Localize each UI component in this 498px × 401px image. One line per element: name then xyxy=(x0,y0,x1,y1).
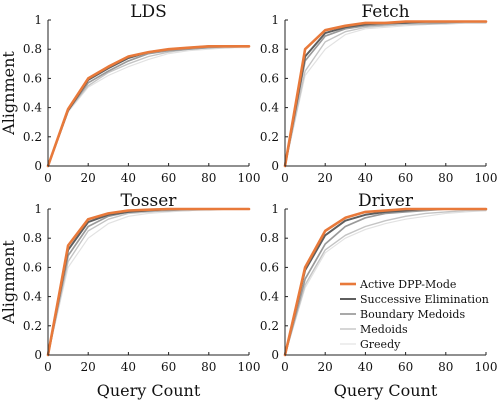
y-tick-label: 0 xyxy=(34,159,42,173)
panel-title: Driver xyxy=(358,191,414,211)
x-tick-label: 20 xyxy=(318,360,333,374)
x-tick-label: 0 xyxy=(281,171,289,185)
legend-item-medoids: Medoids xyxy=(340,323,408,336)
y-axis-label: Alignment xyxy=(0,51,18,136)
x-tick-label: 0 xyxy=(44,171,52,185)
series-line-greedy xyxy=(284,22,487,167)
x-tick-label: 20 xyxy=(81,360,96,374)
x-tick-label: 60 xyxy=(398,171,413,185)
y-tick-label: 1 xyxy=(271,202,279,216)
y-tick-label: 0.6 xyxy=(260,71,279,85)
x-tick-label: 100 xyxy=(475,360,498,374)
y-tick-label: 0.8 xyxy=(260,42,279,56)
series-line-greedy xyxy=(47,47,250,167)
y-tick-label: 0.4 xyxy=(260,290,279,304)
x-tick-label: 100 xyxy=(238,360,261,374)
x-tick-label: 0 xyxy=(44,360,52,374)
x-tick-label: 100 xyxy=(475,171,498,185)
x-tick-label: 40 xyxy=(121,360,136,374)
y-tick-label: 0.4 xyxy=(23,101,42,115)
x-tick-label: 60 xyxy=(161,360,176,374)
x-tick-label: 100 xyxy=(238,171,261,185)
series-line-greedy xyxy=(284,209,487,356)
y-axis-label: Alignment xyxy=(0,240,18,325)
legend-label: Medoids xyxy=(360,323,408,336)
panel-lds: 0 20 40 60 80 100 0 0.2 0.4 0.6 0.8 1 LDS Alignment xyxy=(0,2,260,185)
y-tick-label: 0.2 xyxy=(260,130,279,144)
series-line-boundary-medoids xyxy=(47,45,250,167)
y-tick-label: 0.8 xyxy=(23,231,42,245)
x-tick-label: 80 xyxy=(438,360,453,374)
y-tick-label: 0.8 xyxy=(23,42,42,56)
legend-label: Successive Elimination xyxy=(360,293,489,306)
y-tick-label: 0 xyxy=(34,348,42,362)
series-line-successive-elimination xyxy=(47,45,250,167)
series-line-active-dpp-mode xyxy=(46,207,251,357)
x-tick-label: 40 xyxy=(358,171,373,185)
panel-title: LDS xyxy=(130,2,167,22)
y-tick-label: 1 xyxy=(34,202,42,216)
y-tick-label: 0.2 xyxy=(23,130,42,144)
panel-title: Tosser xyxy=(121,191,178,211)
x-tick-label: 0 xyxy=(281,360,289,374)
y-tick-label: 0.4 xyxy=(260,101,279,115)
panel-fetch: 0 20 40 60 80 100 0 0.2 0.4 0.6 0.8 1 Fetch xyxy=(260,2,498,185)
panel-title: Fetch xyxy=(361,2,409,22)
x-axis-label: Query Count xyxy=(334,381,438,400)
series-line-active-dpp-mode xyxy=(46,44,251,168)
x-tick-label: 80 xyxy=(438,171,453,185)
y-tick-label: 1 xyxy=(34,13,42,27)
y-tick-label: 0.4 xyxy=(23,290,42,304)
legend-label: Active DPP-Mode xyxy=(359,278,456,291)
x-tick-label: 60 xyxy=(161,171,176,185)
y-tick-label: 0.6 xyxy=(260,260,279,274)
series-line-medoids xyxy=(284,209,487,356)
y-tick-label: 1 xyxy=(271,13,279,27)
x-tick-label: 80 xyxy=(201,360,216,374)
x-tick-label: 20 xyxy=(318,171,333,185)
series-line-successive-elimination xyxy=(284,20,487,167)
panel-driver: 0 20 40 60 80 100 0 0.2 0.4 0.6 0.8 1 Driver Query Co… xyxy=(260,191,498,400)
legend-item-active-dpp-mode: Active DPP-Mode xyxy=(340,278,456,291)
y-tick-label: 0 xyxy=(271,159,279,173)
y-tick-label: 0 xyxy=(271,348,279,362)
series-line-active-dpp-mode xyxy=(283,207,488,357)
legend: Active DPP-Mode Successive Elimination Bou… xyxy=(340,278,489,351)
series-line-medoids xyxy=(47,45,250,167)
legend-label: Boundary Medoids xyxy=(360,308,465,321)
legend-item-greedy: Greedy xyxy=(340,338,401,351)
x-tick-label: 60 xyxy=(398,360,413,374)
x-tick-label: 20 xyxy=(81,171,96,185)
y-tick-label: 0.8 xyxy=(260,231,279,245)
legend-item-boundary-medoids: Boundary Medoids xyxy=(340,308,465,321)
series-line-boundary-medoids xyxy=(284,20,487,167)
legend-item-successive-elimination: Successive Elimination xyxy=(340,293,489,306)
x-tick-label: 40 xyxy=(358,360,373,374)
y-tick-label: 0.6 xyxy=(23,71,42,85)
y-tick-label: 0.6 xyxy=(23,260,42,274)
y-tick-label: 0.2 xyxy=(23,319,42,333)
legend-label: Greedy xyxy=(360,338,401,351)
x-tick-label: 80 xyxy=(201,171,216,185)
panel-tosser: 0 20 40 60 80 100 0 0.2 0.4 0.6 0.8 1 Tosser Query Co… xyxy=(0,191,260,400)
x-axis-label: Query Count xyxy=(97,381,201,400)
series-line-active-dpp-mode xyxy=(283,20,488,168)
x-tick-label: 40 xyxy=(121,171,136,185)
y-tick-label: 0.2 xyxy=(260,319,279,333)
